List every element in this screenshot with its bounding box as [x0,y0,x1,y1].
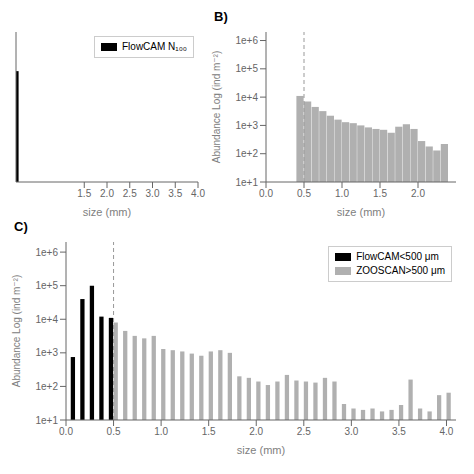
svg-text:1e+5: 1e+5 [35,280,58,291]
html-text:FlowCAM<500 μm: FlowCAM<500 μm [356,251,439,262]
svg-text:1.5: 1.5 [77,188,91,199]
svg-text:3.0: 3.0 [344,426,358,437]
svg-text:1e+3: 1e+3 [235,120,258,131]
svg-text:1e+4: 1e+4 [35,314,58,325]
svg-text:0.5: 0.5 [297,188,311,199]
svg-text:0.0: 0.0 [259,188,273,199]
svg-text:0.0: 0.0 [59,426,73,437]
svg-text:size (mm): size (mm) [337,206,385,218]
svg-text:3.5: 3.5 [168,188,182,199]
svg-text:0.5: 0.5 [107,426,121,437]
svg-text:1.0: 1.0 [154,426,168,437]
svg-text:Abundance Log (ind m⁻²): Abundance Log (ind m⁻²) [11,275,22,388]
svg-text:3.5: 3.5 [392,426,406,437]
svg-text:Abundance Log (ind m⁻²): Abundance Log (ind m⁻²) [211,51,222,164]
svg-text:1e+6: 1e+6 [235,35,258,46]
svg-text:2.5: 2.5 [297,426,311,437]
html-text:FlowCAM N₁₀₀: FlowCAM N₁₀₀ [122,41,187,52]
svg-text:2.0: 2.0 [249,426,263,437]
html-text:C): C) [14,219,28,234]
svg-text:1e+2: 1e+2 [35,381,58,392]
svg-text:1e+1: 1e+1 [35,415,58,426]
svg-text:2.0: 2.0 [411,188,425,199]
html-text:B): B) [214,9,228,24]
svg-text:1e+6: 1e+6 [35,247,58,258]
svg-text:size (mm): size (mm) [237,444,285,456]
svg-text:1.5: 1.5 [373,188,387,199]
svg-text:1.5: 1.5 [202,426,216,437]
svg-text:4.0: 4.0 [440,426,454,437]
svg-text:3.0: 3.0 [146,188,160,199]
svg-text:size (mm): size (mm) [83,206,131,218]
svg-text:1e+5: 1e+5 [235,63,258,74]
svg-text:1.0: 1.0 [335,188,349,199]
svg-text:4.0: 4.0 [191,188,205,199]
svg-text:1e+3: 1e+3 [35,347,58,358]
svg-text:2.0: 2.0 [100,188,114,199]
html-text:ZOOSCAN>500 μm: ZOOSCAN>500 μm [356,265,445,276]
svg-text:1e+1: 1e+1 [235,177,258,188]
svg-text:1e+2: 1e+2 [235,148,258,159]
svg-text:1e+4: 1e+4 [235,92,258,103]
svg-text:2.5: 2.5 [123,188,137,199]
